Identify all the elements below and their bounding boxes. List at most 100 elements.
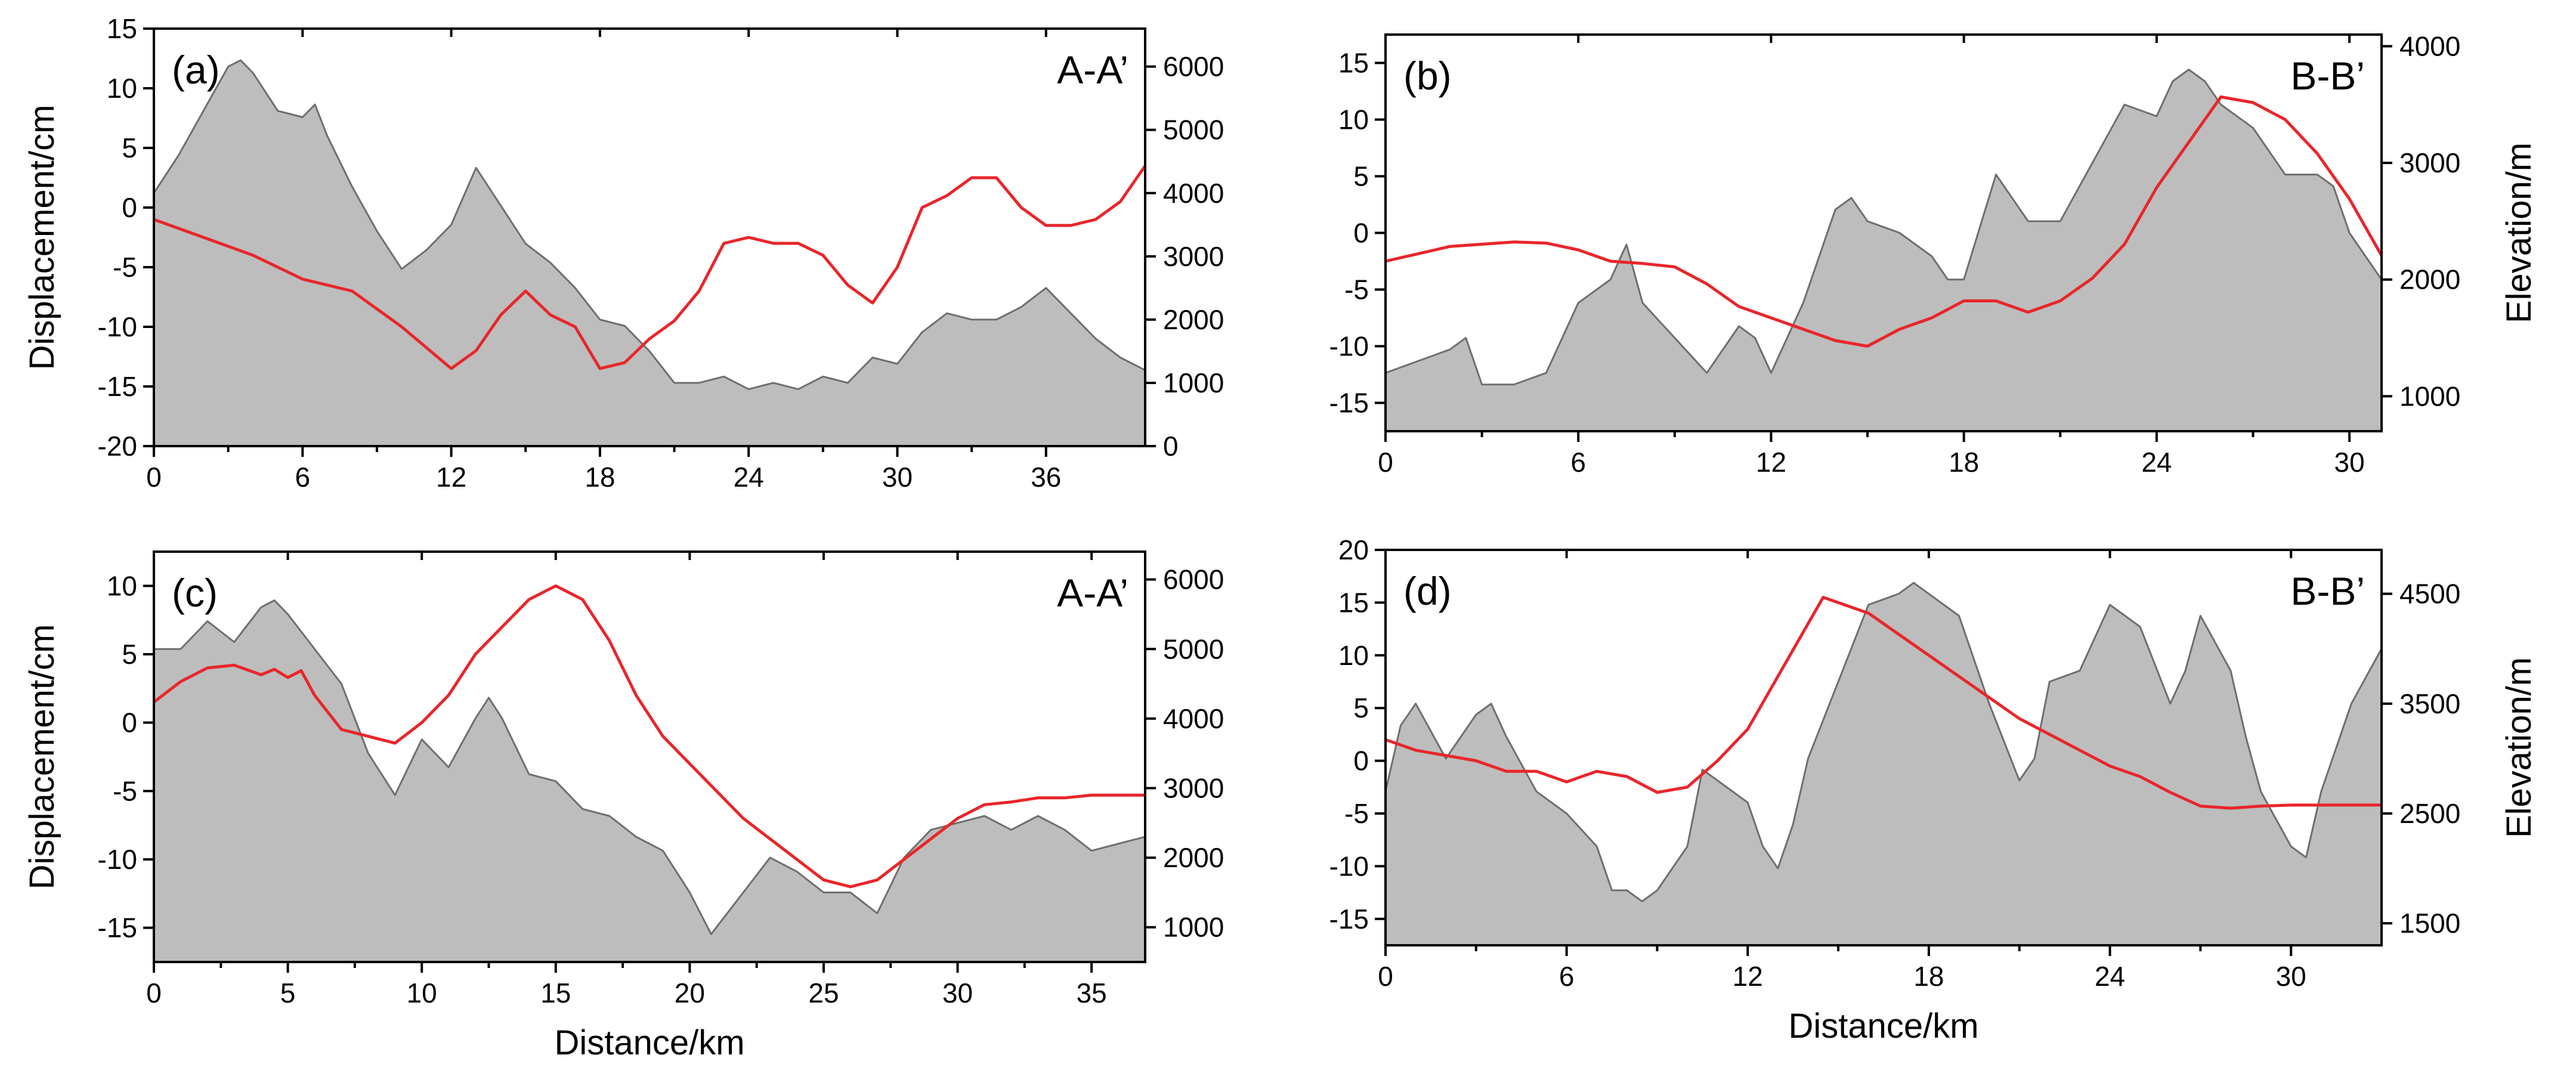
x-tick-label: 12 — [436, 462, 466, 493]
y-axis-label: Displacement/cm — [23, 105, 61, 370]
y-tick-label: 0 — [122, 192, 137, 223]
y2-tick-label: 3500 — [2399, 688, 2460, 719]
y-tick-label: 10 — [107, 73, 137, 104]
panel-label: (a) — [172, 48, 220, 92]
y-tick-label: -5 — [1344, 798, 1369, 829]
y-tick-label: -10 — [1329, 850, 1369, 881]
y2-tick-label: 4500 — [2399, 579, 2460, 610]
x-tick-label: 30 — [2276, 961, 2306, 992]
chart-panel-c: 0 5 10 15 20 25 30 35 10 5 0 -5 -10 -15 6000 5000 4000 30… — [23, 550, 1224, 1062]
y2-tick-label: 5000 — [1163, 633, 1224, 664]
profile-label: B-B’ — [2290, 569, 2365, 613]
y-tick-label: 10 — [107, 570, 137, 601]
y-tick-label: -5 — [1344, 274, 1369, 305]
y-tick-label: -5 — [113, 252, 137, 283]
x-tick-label: 10 — [407, 977, 437, 1009]
y2-axis-label: Elevation/m — [2500, 143, 2538, 323]
y2-tick-label: 2000 — [1163, 304, 1224, 335]
x-tick-label: 0 — [1378, 447, 1393, 478]
x-tick-label: 12 — [1733, 961, 1763, 992]
y-tick-label: 5 — [1353, 692, 1369, 723]
panel-label: (b) — [1403, 54, 1452, 98]
y2-axis-label: Elevation/m — [2500, 657, 2538, 838]
y-tick-label: 10 — [1338, 104, 1369, 135]
y2-tick-label: 1000 — [1163, 912, 1224, 943]
y-tick-label: 15 — [1338, 48, 1369, 79]
displacement-line — [1386, 596, 2382, 810]
y-tick-label: 0 — [1353, 745, 1369, 777]
y-tick-label: 15 — [107, 13, 137, 44]
y-tick-label: -10 — [98, 311, 137, 342]
y2-tick-label: 3000 — [1163, 241, 1224, 272]
plot-frame — [153, 550, 1146, 963]
elevation-area — [154, 599, 1145, 962]
x-tick-label: 20 — [675, 977, 705, 1009]
y-tick-label: -15 — [98, 912, 137, 943]
x-tick-label: 6 — [1559, 961, 1575, 992]
plot-area — [1386, 581, 2382, 945]
x-tick-label: 30 — [942, 977, 973, 1009]
y2-tick-label: 3000 — [1163, 772, 1224, 803]
elevation-area — [154, 59, 1145, 446]
y-axis-label: Displacement/cm — [23, 624, 61, 890]
y-tick-label: 10 — [1338, 640, 1369, 671]
y-tick-label: 0 — [122, 707, 137, 738]
y-tick-label: -5 — [113, 775, 137, 806]
x-tick-label: 5 — [280, 977, 296, 1009]
y-tick-label: -20 — [98, 431, 137, 462]
x-tick-label: 18 — [1949, 447, 1979, 478]
elevation-area — [1386, 581, 2382, 945]
x-axis-label: Distance/km — [1788, 1007, 1978, 1045]
y2-tick-label: 6000 — [1163, 51, 1224, 82]
x-tick-label: 18 — [585, 462, 615, 493]
x-axis-label: Distance/km — [554, 1023, 744, 1062]
chart-panel-d: 0 6 12 18 24 30 20 15 10 5 0 -5 -10 -15 4500 3500 2500 15… — [1329, 534, 2538, 1045]
x-tick-label: 12 — [1756, 447, 1786, 478]
plot-frame — [153, 27, 1146, 447]
y2-tick-label: 2000 — [2399, 264, 2460, 295]
x-tick-label: 30 — [2334, 447, 2365, 478]
y2-tick-label: 3000 — [2399, 147, 2460, 178]
y-tick-label: -15 — [98, 371, 137, 402]
x-tick-label: 30 — [882, 462, 913, 493]
elevation-area — [1386, 69, 2382, 431]
profile-label: B-B’ — [2290, 54, 2365, 98]
y2-tick-label: 6000 — [1163, 564, 1224, 595]
plot-area — [154, 59, 1145, 446]
displacement-line — [154, 584, 1145, 889]
x-tick-label: 24 — [2095, 961, 2125, 992]
y2-tick-label: 5000 — [1163, 115, 1224, 146]
x-tick-label: 25 — [808, 977, 839, 1009]
x-tick-label: 15 — [540, 977, 571, 1009]
y2-tick-label: 1000 — [1163, 367, 1224, 398]
y-tick-label: -15 — [1329, 904, 1369, 935]
x-tick-label: 18 — [1913, 961, 1944, 992]
profile-label: A-A’ — [1057, 48, 1128, 92]
x-tick-label: 35 — [1077, 977, 1107, 1009]
panel-label: (c) — [172, 571, 218, 615]
y-tick-label: 15 — [1338, 587, 1369, 618]
y-tick-label: 20 — [1338, 534, 1369, 565]
displacement-line — [154, 165, 1145, 370]
plot-frame — [1384, 549, 2383, 946]
y2-tick-label: 4000 — [1163, 178, 1224, 209]
x-tick-label: 24 — [734, 462, 764, 493]
y2-tick-label: 1500 — [2399, 908, 2460, 939]
y-tick-label: -15 — [1329, 388, 1369, 419]
y2-tick-label: 0 — [1163, 431, 1179, 462]
y2-tick-label: 2000 — [1163, 842, 1224, 873]
y-tick-label: 5 — [122, 132, 137, 163]
y2-tick-label: 4000 — [1163, 703, 1224, 734]
panel-label: (d) — [1403, 569, 1452, 613]
x-tick-label: 24 — [2141, 447, 2172, 478]
plot-area — [154, 584, 1145, 962]
y2-tick-label: 1000 — [2399, 381, 2460, 412]
chart-panel-b: 0 6 12 18 24 30 15 10 5 0 -5 -10 -15 4000 3000 2000 1000… — [1329, 31, 2538, 478]
x-tick-label: 36 — [1031, 462, 1061, 493]
y2-tick-label: 4000 — [2399, 31, 2460, 62]
y-tick-label: -10 — [1329, 331, 1369, 362]
x-tick-label: 0 — [146, 462, 162, 493]
y-tick-label: 5 — [1353, 161, 1369, 192]
y-tick-label: 0 — [1353, 218, 1369, 249]
